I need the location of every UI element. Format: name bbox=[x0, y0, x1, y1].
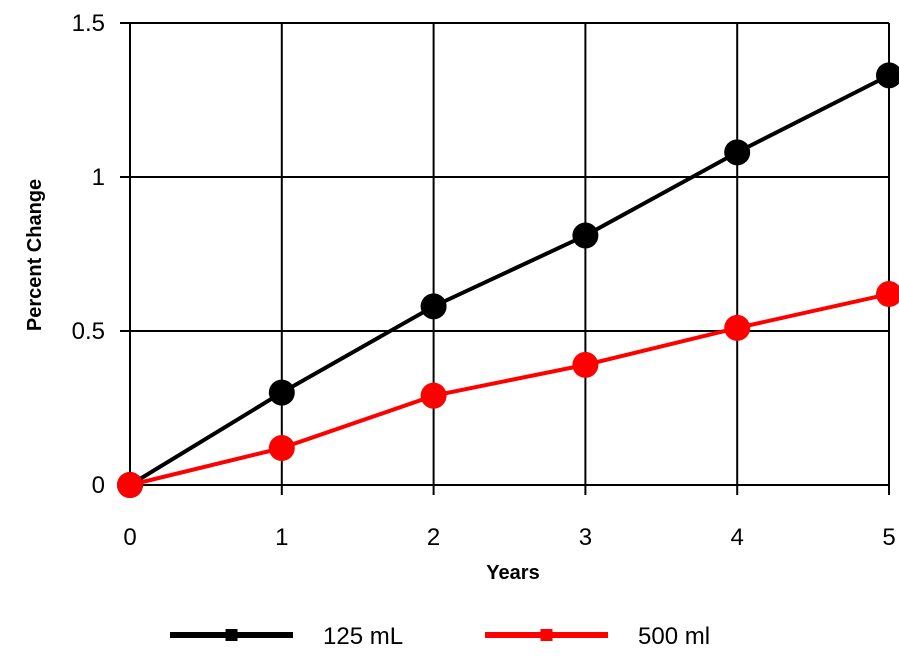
legend-item: 125 mL bbox=[170, 623, 403, 650]
data-point bbox=[268, 379, 295, 406]
x-tick-label: 3 bbox=[579, 524, 592, 551]
series-1 bbox=[117, 281, 899, 498]
y-tick-label: 0 bbox=[92, 472, 105, 499]
x-tick-label: 2 bbox=[427, 524, 440, 551]
data-point bbox=[876, 62, 899, 89]
legend-label: 125 mL bbox=[323, 623, 403, 650]
tick-labels: 0 1 2 3 4 5 0 0.5 1 1.5 bbox=[72, 10, 896, 551]
x-axis-title: Years bbox=[486, 562, 539, 584]
data-point bbox=[572, 222, 599, 249]
grid-lines bbox=[120, 22, 890, 495]
series-line bbox=[128, 73, 890, 487]
y-tick-label: 1 bbox=[92, 164, 105, 191]
data-point bbox=[572, 351, 599, 378]
legend: 125 mL 500 ml bbox=[170, 623, 710, 650]
legend-item: 500 ml bbox=[485, 623, 710, 650]
data-point bbox=[117, 472, 143, 498]
data-point bbox=[268, 435, 295, 462]
legend-swatch-marker bbox=[225, 629, 238, 641]
x-tick-label: 1 bbox=[275, 524, 288, 551]
x-tick-label: 4 bbox=[731, 524, 744, 551]
data-point bbox=[724, 139, 751, 166]
x-tick-label: 5 bbox=[882, 524, 895, 551]
legend-label: 500 ml bbox=[638, 623, 710, 650]
series-0 bbox=[117, 62, 899, 498]
y-axis-title: Percent Change bbox=[24, 179, 46, 331]
y-tick-label: 0.5 bbox=[72, 318, 105, 345]
series-group bbox=[117, 62, 899, 498]
x-tick-label: 0 bbox=[123, 524, 136, 551]
data-point bbox=[420, 382, 447, 409]
legend-swatch-marker bbox=[540, 629, 553, 641]
data-point bbox=[420, 293, 447, 320]
series-line bbox=[129, 292, 890, 487]
axes bbox=[120, 23, 889, 495]
y-tick-label: 1.5 bbox=[72, 10, 105, 37]
data-point bbox=[876, 281, 899, 308]
data-point bbox=[724, 314, 751, 341]
